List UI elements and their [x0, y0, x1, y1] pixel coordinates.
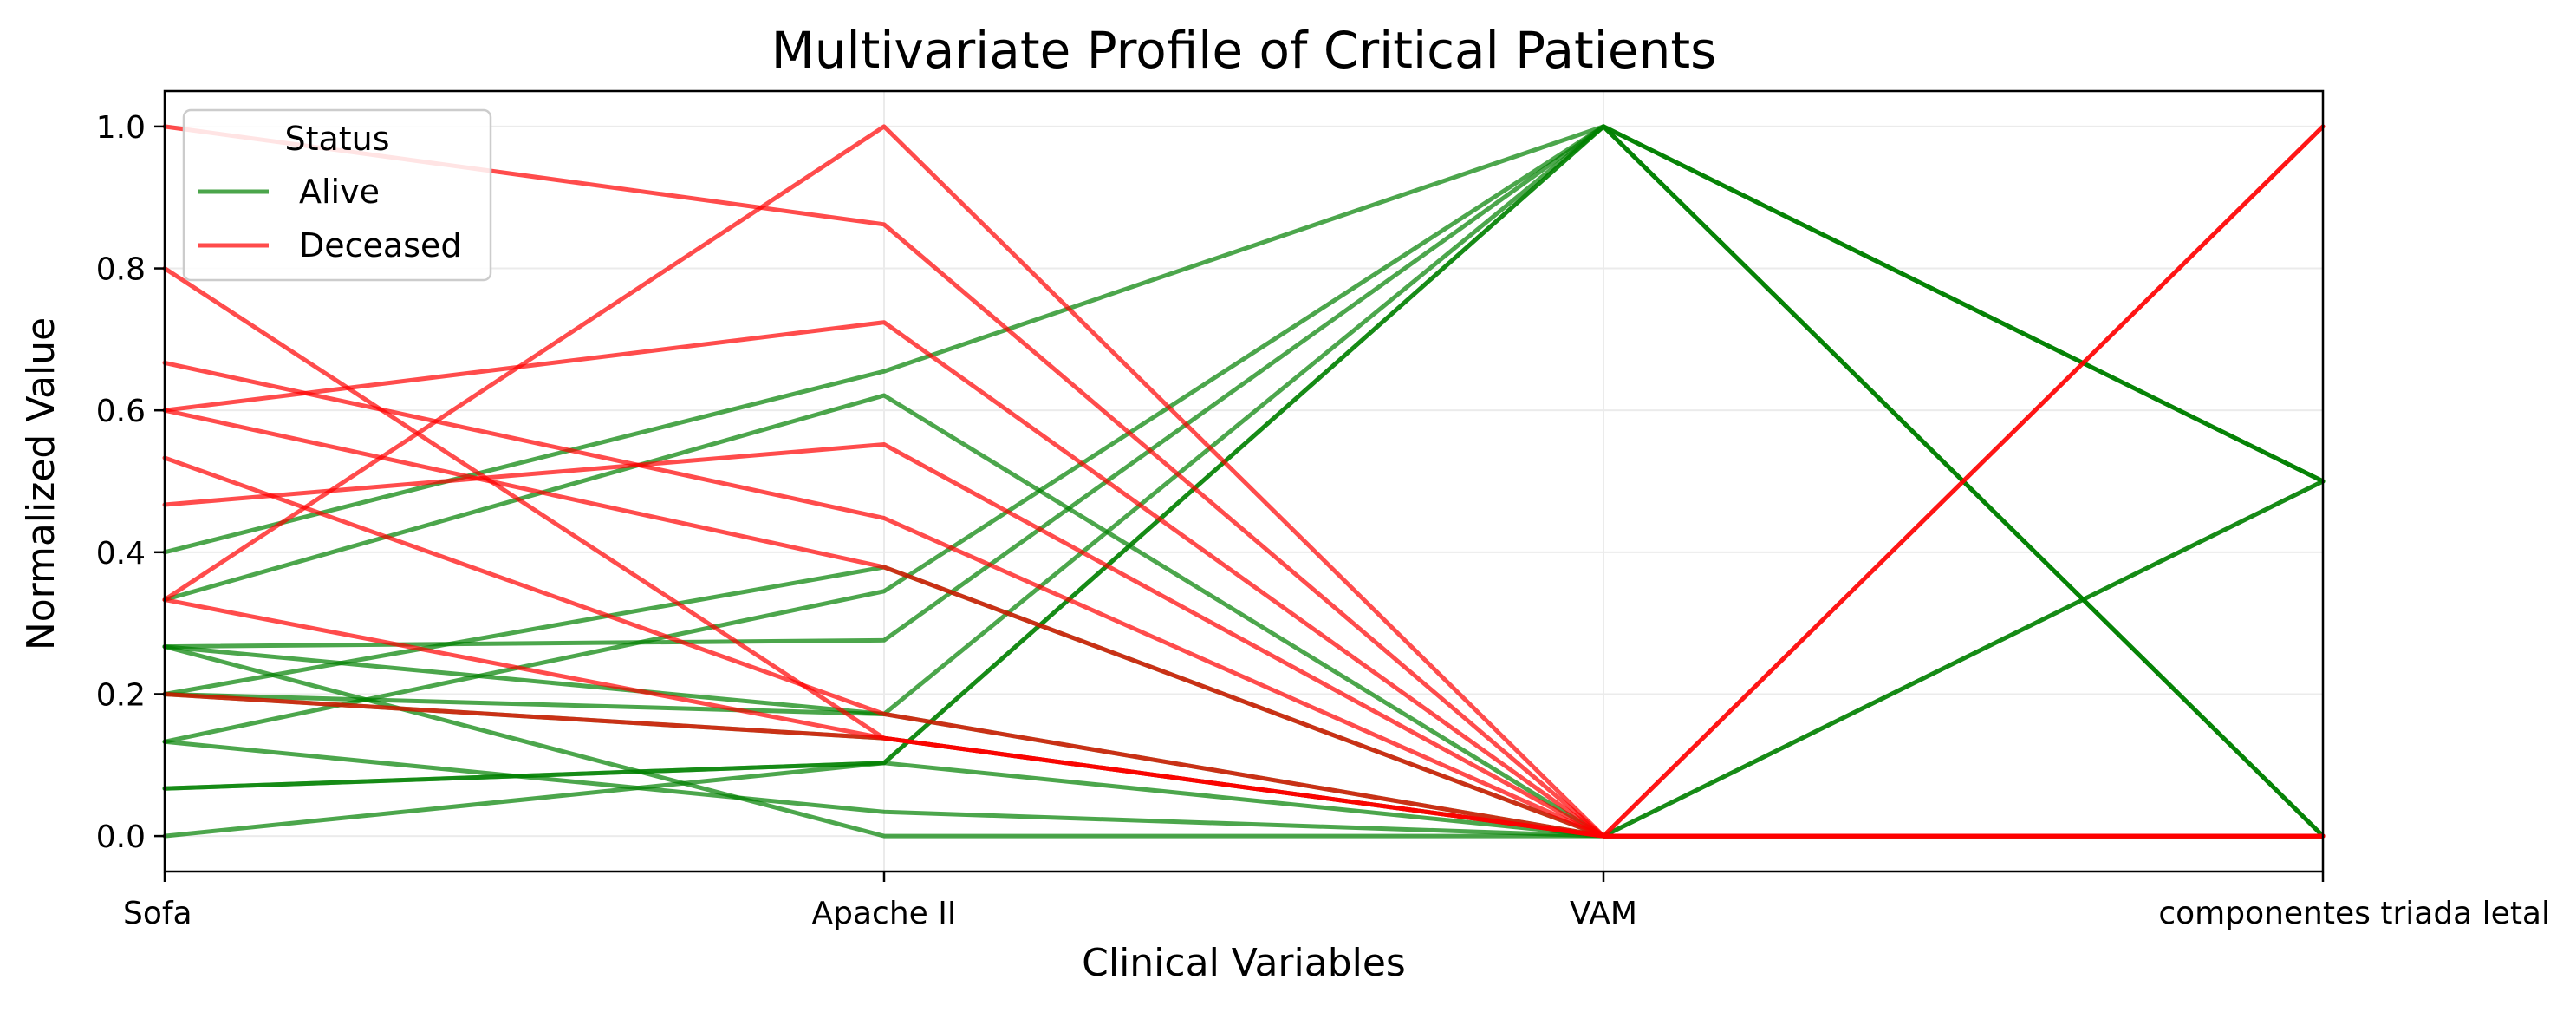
series-line-alive — [162, 124, 2326, 744]
legend-title: Status — [284, 120, 389, 158]
y-axis-label: Normalized Value — [19, 317, 63, 650]
series-line-alive — [162, 479, 2326, 839]
y-tick-label: 0.2 — [96, 677, 146, 713]
legend-entries: Alive Deceased — [198, 173, 462, 264]
series-line-alive — [162, 393, 2326, 839]
y-tick-label: 0.8 — [96, 252, 146, 288]
y-tick-label: 0.4 — [96, 536, 146, 571]
series-layer — [162, 124, 2326, 839]
legend-label-alive: Alive — [299, 173, 380, 211]
legend: Status Alive Deceased — [182, 108, 492, 282]
series-line-deceased — [162, 124, 2326, 839]
legend-box — [182, 108, 492, 282]
x-tick-label: VAM — [1570, 896, 1637, 931]
y-axis: 0.0 0.2 0.4 0.6 0.8 1.0 — [96, 110, 165, 855]
series-line-deceased — [162, 360, 2326, 839]
x-axis-label: Clinical Variables — [1082, 941, 1406, 985]
series-line-deceased — [162, 320, 2326, 839]
y-tick-label: 0.0 — [96, 819, 146, 855]
x-tick-label: componentes triada letal — [2158, 896, 2550, 931]
series-line-deceased — [162, 692, 2326, 839]
chart-title: Multivariate Profile of Critical Patient… — [771, 21, 1717, 80]
legend-label-deceased: Deceased — [299, 226, 462, 264]
plot-frame — [163, 89, 2325, 873]
y-tick-label: 1.0 — [96, 110, 146, 146]
y-tick-label: 0.6 — [96, 394, 146, 429]
x-tick-label: Sofa — [123, 896, 192, 931]
x-tick-label: Apache II — [812, 896, 957, 931]
x-axis: Sofa Apache II VAM componentes triada letal — [123, 872, 2550, 931]
